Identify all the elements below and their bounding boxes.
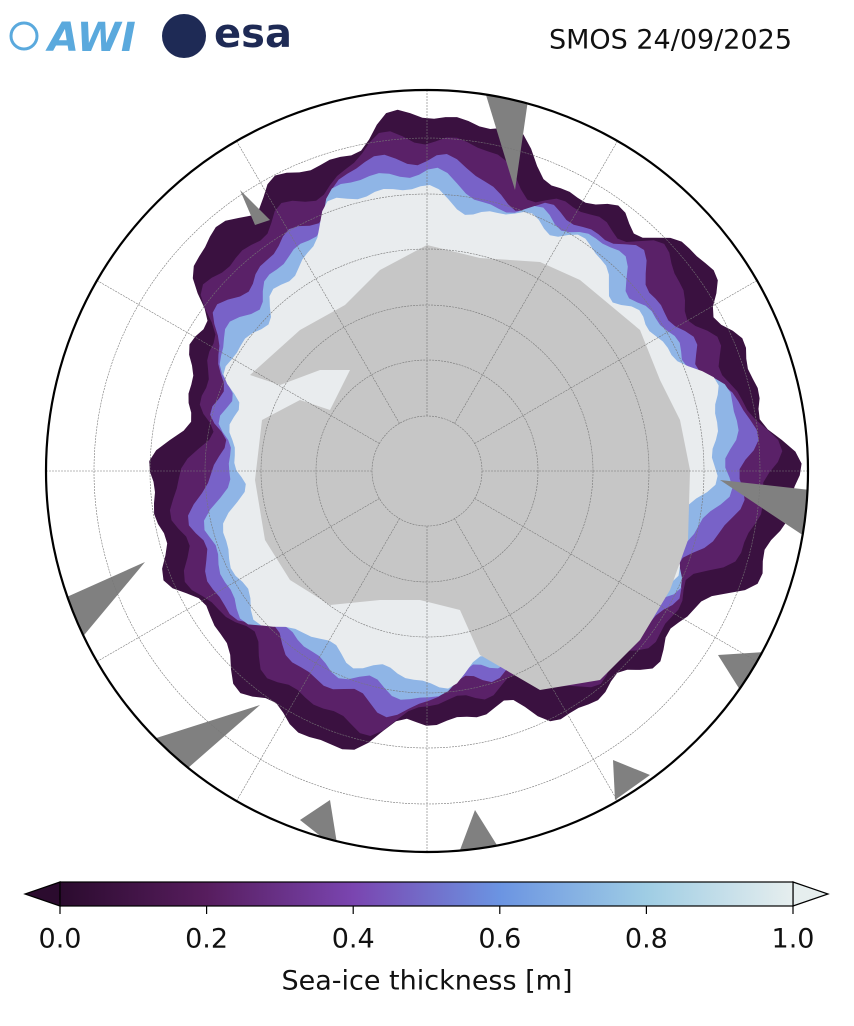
map	[46, 90, 808, 852]
logos: AWI esa	[9, 11, 292, 61]
colorbar-tick-label: 1.0	[772, 924, 815, 955]
data-gaps	[60, 95, 808, 850]
meridian	[474, 270, 774, 444]
meridian	[226, 124, 400, 424]
meridian	[474, 498, 774, 672]
awi-emblem	[9, 21, 39, 51]
colorbar	[23, 881, 830, 907]
colorbar-extend-low	[23, 881, 61, 907]
awi-logo: AWI	[45, 15, 136, 61]
esa-logo: esa	[214, 11, 292, 57]
graticule	[46, 90, 808, 852]
meridian	[80, 270, 380, 444]
colorbar-tick-label: 0.6	[478, 924, 521, 955]
colorbar-tick-label: 0.4	[332, 924, 375, 955]
antarctica	[250, 245, 690, 690]
map-border	[44, 88, 810, 854]
colorbar-tick-label: 0.8	[625, 924, 668, 955]
meridian	[226, 518, 400, 818]
esa-emblem	[162, 14, 206, 58]
colorbar-label: Sea-ice thickness [m]	[281, 966, 572, 997]
colorbar-extend-high	[792, 881, 830, 907]
colorbar-tick-label: 0.2	[185, 924, 228, 955]
meridian	[454, 518, 628, 818]
meridian	[80, 498, 380, 672]
colorbar-scale	[59, 881, 794, 907]
meridian	[454, 124, 628, 424]
colorbar-tick-label: 0.0	[39, 924, 82, 955]
title: SMOS 24/09/2025	[549, 25, 792, 56]
